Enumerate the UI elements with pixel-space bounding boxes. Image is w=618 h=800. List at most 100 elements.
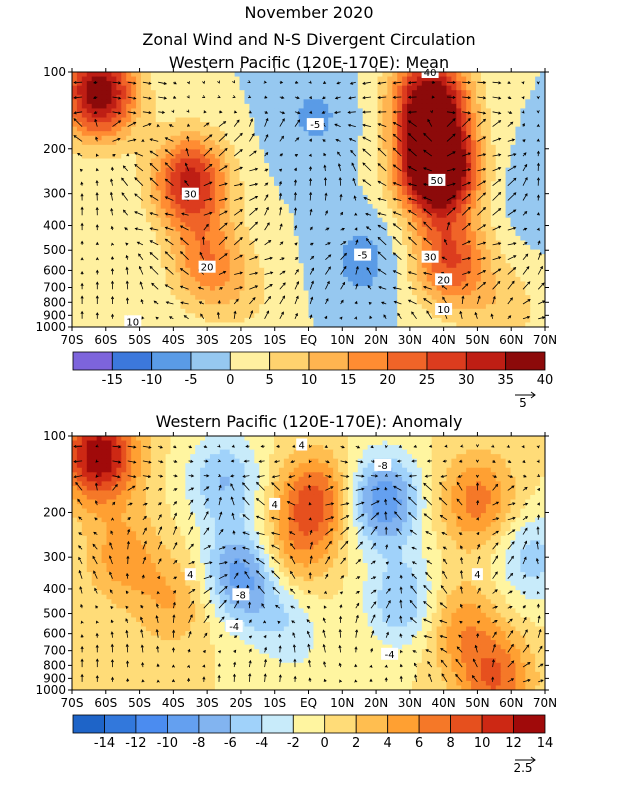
vector-arrowhead — [392, 223, 396, 227]
vector-arrowhead — [292, 632, 296, 636]
vector-arrow — [355, 460, 363, 463]
vector-arrow — [218, 600, 227, 609]
vector-arrow — [425, 531, 432, 535]
vector-arrow — [446, 222, 450, 231]
x-tick-label: 50S — [128, 333, 151, 347]
vector-arrowhead — [149, 194, 153, 198]
vector-arrowhead — [325, 210, 328, 214]
vector-arrowhead — [232, 80, 235, 84]
vector-arrow — [134, 193, 144, 201]
vector-arrowhead — [95, 206, 99, 211]
vector-arrowhead — [524, 193, 528, 197]
vector-arrow — [394, 301, 402, 305]
vector-arrowhead — [279, 80, 284, 84]
vector-arrowhead — [79, 168, 83, 172]
vector-arrowhead — [362, 136, 366, 140]
vector-arrowhead — [407, 286, 412, 290]
vector-arrowhead — [173, 501, 178, 505]
vector-arrow — [408, 222, 417, 231]
vector-arrowhead — [536, 150, 540, 154]
vector-arrowhead — [385, 561, 389, 565]
vector-arrowhead — [355, 265, 359, 270]
vector-arrow — [249, 285, 258, 290]
vector-arrowhead — [281, 96, 285, 99]
vector-arrowhead — [365, 212, 369, 216]
vector-arrowhead — [80, 673, 84, 677]
vector-arrowhead — [522, 139, 526, 143]
vector-arrowhead — [392, 182, 396, 185]
vector-arrow — [396, 528, 402, 535]
vector-arrow — [507, 209, 516, 216]
vector-arrowhead — [265, 168, 269, 172]
vector-arrow — [370, 526, 378, 535]
vector-arrow — [408, 287, 417, 290]
vector-arrow — [218, 512, 222, 520]
vector-arrowhead — [506, 444, 510, 448]
vector-arrowhead — [356, 590, 360, 594]
vector-arrowhead — [164, 226, 168, 230]
vector-arrowhead — [521, 81, 525, 85]
y-tick-label: 200 — [43, 142, 66, 156]
vector-arrow — [264, 310, 269, 319]
vector-arrowhead — [179, 267, 184, 271]
vector-arrowhead — [426, 459, 431, 463]
vector-arrowhead — [186, 109, 190, 113]
vector-arrow — [309, 542, 313, 550]
vector-arrowhead — [243, 459, 247, 463]
vector-arrowhead — [93, 96, 97, 99]
vector-arrowhead — [134, 152, 138, 155]
vector-arrow — [188, 526, 193, 535]
vector-arrow — [127, 541, 129, 550]
vector-arrow — [111, 208, 113, 216]
vector-arrowhead — [187, 648, 191, 653]
vector-arrowhead — [282, 270, 286, 274]
vector-arrow — [218, 574, 228, 580]
vector-arrowhead — [440, 474, 444, 478]
vector-arrow — [142, 475, 151, 478]
vector-arrowhead — [362, 110, 366, 114]
vector-arrow — [537, 663, 544, 668]
vector-arrow — [348, 111, 356, 113]
vector-arrowhead — [187, 664, 190, 669]
vector-arrowhead — [224, 165, 228, 169]
vector-arrowhead — [254, 196, 259, 199]
vector-arrowhead — [159, 540, 163, 545]
vector-arrowhead — [361, 526, 365, 530]
vector-arrowhead — [288, 475, 292, 479]
vector-arrow — [362, 148, 372, 157]
vector-arrowhead — [295, 295, 299, 299]
vector-arrow — [112, 120, 121, 127]
vector-arrowhead — [78, 545, 82, 549]
vector-arrow — [74, 111, 83, 114]
vector-arrowhead — [311, 255, 315, 259]
vector-arrowhead — [372, 614, 376, 618]
vector-arrow — [492, 659, 495, 668]
vector-arrow — [259, 460, 265, 462]
vector-arrowhead — [190, 511, 193, 515]
vector-arrowhead — [158, 558, 162, 562]
vector-arrow — [233, 149, 243, 157]
y-tick-label: 800 — [43, 658, 66, 672]
vector-arrow — [348, 124, 356, 127]
vector-arrowhead — [186, 95, 190, 99]
vector-arrowhead — [233, 310, 237, 314]
vector-arrowhead — [171, 647, 175, 651]
vector-arrowhead — [523, 616, 527, 620]
vector-arrowhead — [111, 242, 115, 246]
vector-arrowhead — [475, 474, 479, 479]
vector-arrowhead — [269, 284, 273, 287]
vector-arrow — [477, 111, 486, 114]
vector-arrow — [355, 603, 360, 609]
vector-arrowhead — [324, 192, 328, 196]
vector-arrowhead — [333, 110, 338, 114]
vector-arrowhead — [250, 118, 254, 122]
vector-arrow — [309, 281, 314, 290]
vector-arrowhead — [495, 542, 499, 546]
vector-arrowhead — [256, 481, 260, 485]
vector-arrowhead — [278, 192, 283, 196]
vector-arrow — [461, 193, 471, 201]
vector-arrowhead — [321, 110, 325, 114]
vector-arrowhead — [509, 475, 514, 478]
y-tick-label: 700 — [43, 644, 66, 658]
vector-arrow — [288, 517, 296, 521]
